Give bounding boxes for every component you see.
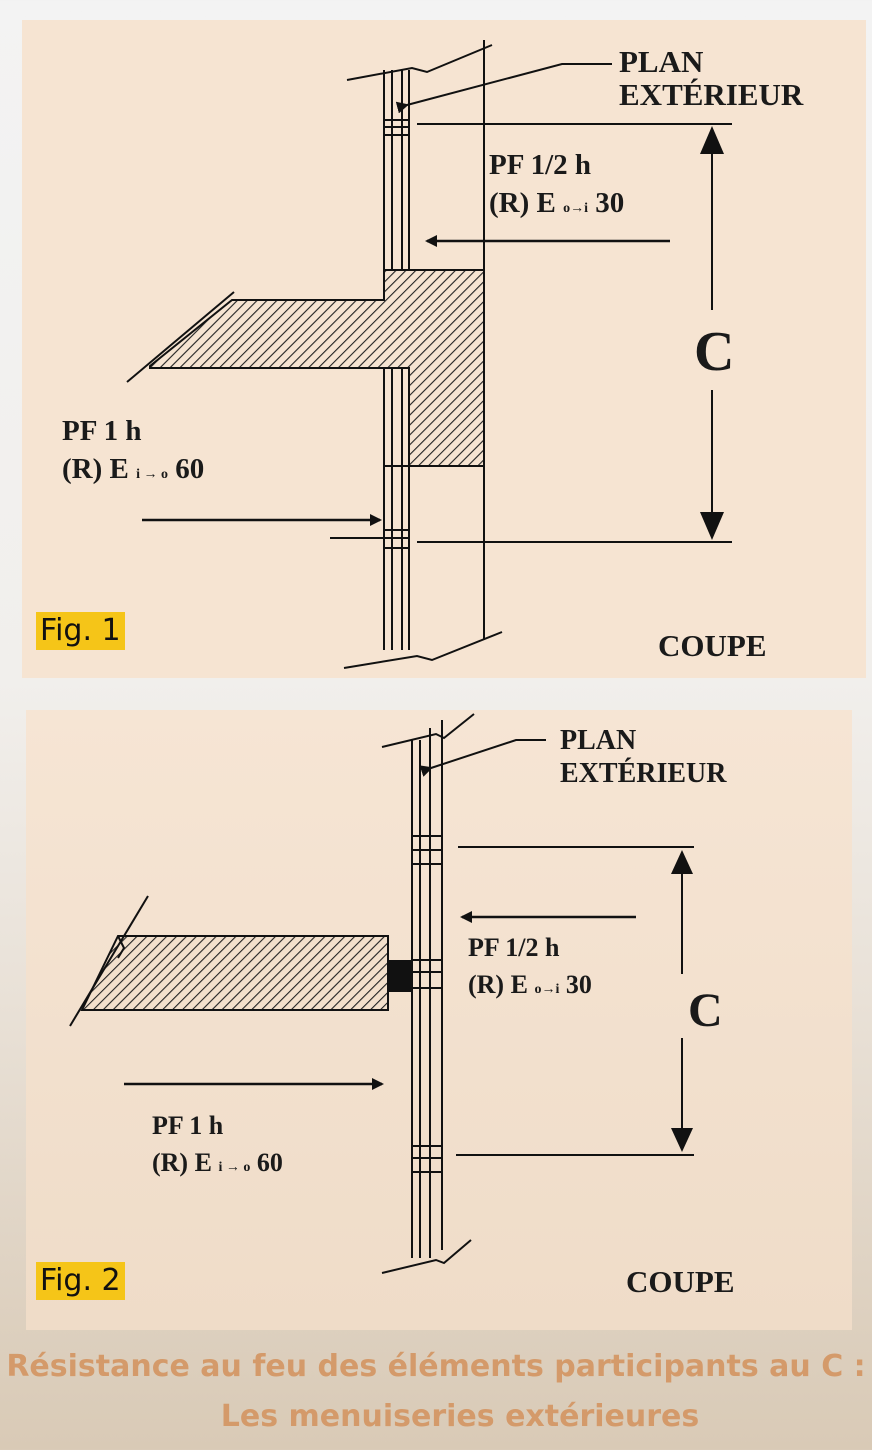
top-rating-label: PF 1/2 h (R) E o→i 30 bbox=[489, 150, 624, 219]
plan-exterieur-label: PLAN EXTÉRIEUR bbox=[619, 44, 804, 112]
plan-leader-line bbox=[419, 739, 546, 777]
bottom-rating-class: (R) E i → o 60 bbox=[62, 454, 204, 484]
top-rating-value: 30 bbox=[595, 187, 625, 220]
bottom-rating-prefix: (R) E bbox=[62, 453, 129, 486]
top-rating-value: 30 bbox=[565, 970, 592, 1000]
figure-tag: Fig. 2 bbox=[36, 1262, 125, 1300]
bottom-rating-sub: i → o bbox=[218, 1160, 251, 1176]
plan-label-line2: EXTÉRIEUR bbox=[619, 76, 804, 112]
distance-c-label: C bbox=[688, 984, 723, 1037]
top-rating-prefix: (R) E bbox=[468, 970, 528, 1000]
figure-1-panel: PLAN EXTÉRIEUR PF 1/2 h (R) E o→i 30 PF … bbox=[22, 20, 866, 678]
break-line-top bbox=[381, 713, 475, 748]
top-rating-title: PF 1/2 h bbox=[468, 933, 560, 962]
c-arrowhead-down bbox=[671, 1128, 693, 1152]
plan-label-line1: PLAN bbox=[560, 725, 637, 756]
bottom-rating-class: (R) E i → o 60 bbox=[152, 1149, 283, 1176]
plan-label-line1: PLAN bbox=[619, 44, 704, 79]
top-rating-title: PF 1/2 h bbox=[489, 149, 592, 181]
figure-tag: Fig. 1 bbox=[36, 612, 125, 650]
break-line-bottom bbox=[343, 631, 503, 669]
top-rating-class: (R) E o→i 30 bbox=[468, 971, 592, 998]
bottom-rating-label: PF 1 h (R) E i → o 60 bbox=[152, 1112, 283, 1177]
figure-2-drawing bbox=[69, 713, 694, 1274]
figure-2-panel: PLAN EXTÉRIEUR PF 1/2 h (R) E o→i 30 PF … bbox=[26, 710, 852, 1330]
bottom-rating-label: PF 1 h (R) E i → o 60 bbox=[62, 416, 204, 485]
plan-label-line2: EXTÉRIEUR bbox=[560, 758, 727, 790]
caption-line-1: Résistance au feu des éléments participa… bbox=[6, 1349, 866, 1384]
section-label: COUPE bbox=[658, 628, 767, 663]
distance-c-label: C bbox=[694, 321, 735, 383]
floor-slab-hatched bbox=[149, 269, 485, 467]
top-rating-sub: o→i bbox=[563, 201, 588, 217]
top-rating-prefix: (R) E bbox=[489, 187, 556, 220]
bottom-rating-value: 60 bbox=[175, 453, 205, 486]
bottom-rating-title: PF 1 h bbox=[152, 1111, 224, 1140]
break-line-top bbox=[346, 44, 493, 81]
plan-exterieur-label: PLAN EXTÉRIEUR bbox=[560, 726, 726, 789]
top-rating-sub: o→i bbox=[534, 982, 560, 998]
bottom-rating-prefix: (R) E bbox=[152, 1148, 212, 1178]
caption-line-2: Les menuiseries extérieures bbox=[220, 1399, 700, 1434]
c-arrowhead-up bbox=[700, 126, 724, 154]
top-rating-class: (R) E o→i 30 bbox=[489, 188, 624, 218]
c-arrowhead-down bbox=[700, 512, 724, 540]
bottom-rating-title: PF 1 h bbox=[62, 415, 142, 447]
bottom-rating-sub: i → o bbox=[136, 467, 168, 483]
fire-joint-block bbox=[388, 960, 412, 992]
top-rating-label: PF 1/2 h (R) E o→i 30 bbox=[468, 934, 592, 999]
plan-leader-line bbox=[395, 63, 612, 114]
floor-slab-hatched bbox=[80, 935, 389, 1011]
break-line-bottom bbox=[381, 1239, 472, 1274]
c-arrowhead-up bbox=[671, 850, 693, 874]
bottom-rating-value: 60 bbox=[256, 1148, 283, 1178]
section-label: COUPE bbox=[626, 1264, 735, 1299]
figure-1-drawing bbox=[126, 40, 732, 669]
